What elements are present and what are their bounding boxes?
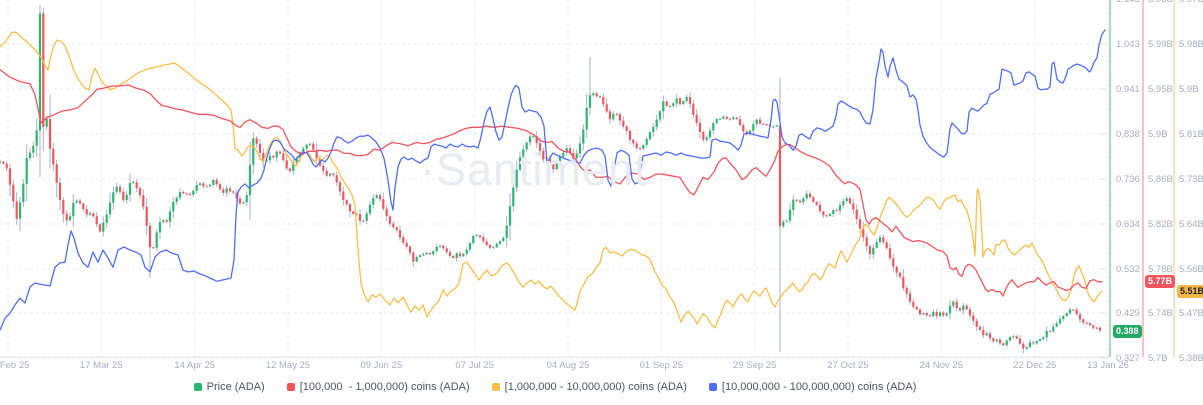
- legend-label: Price (ADA): [206, 381, 265, 393]
- red-axis-label: 5.82B: [1148, 219, 1173, 230]
- yellow-axis-label: 5.81B: [1179, 129, 1203, 140]
- legend-item-price[interactable]: Price (ADA): [193, 381, 265, 393]
- legend: Price (ADA) [100,000 - 1,000,000) coins …: [0, 381, 1110, 393]
- legend-item-10m-100m[interactable]: [10,000,000 - 100,000,000) coins (ADA): [708, 381, 917, 393]
- price-axis-label: 0.736: [1116, 174, 1140, 185]
- yellow-axis-label: 5.9B: [1179, 84, 1199, 95]
- yellow-axis-label: 6.07B: [1179, 0, 1203, 5]
- price-swatch-icon: [193, 383, 202, 391]
- legend-item-100k-1m[interactable]: [100,000 - 1,000,000) coins (ADA): [286, 381, 470, 393]
- price-axis-label: 1.145: [1116, 0, 1140, 5]
- price-axis-label: 0.634: [1116, 219, 1140, 230]
- yellow-axis-label: 5.98B: [1179, 39, 1203, 50]
- last-price-badge: 0.388: [1113, 324, 1142, 338]
- price-axis-label: 0.838: [1116, 129, 1140, 140]
- date-label: 01 Sep 25: [640, 360, 683, 371]
- red-swatch-icon: [286, 383, 295, 391]
- red-axis-label: 5.95B: [1148, 84, 1173, 95]
- supply-10m-100m-line: [0, 29, 1106, 331]
- supply-100k-1m-line: [0, 68, 1103, 297]
- red-axis-label: 5.78B: [1148, 264, 1173, 275]
- date-label: 09 Jun 25: [360, 360, 402, 371]
- price-axis-label: 0.327: [1116, 353, 1140, 364]
- santiment-watermark: ·Santiment: [420, 144, 648, 195]
- red-axis-label: 5.86B: [1148, 174, 1173, 185]
- candles-up: [0, 13, 1072, 349]
- red-axis-label: 6.03B: [1148, 0, 1173, 5]
- yellow-swatch-icon: [491, 383, 500, 391]
- blue-swatch-icon: [708, 383, 717, 391]
- red-axis-label: 5.9B: [1148, 129, 1168, 140]
- legend-label: [10,000,000 - 100,000,000) coins (ADA): [721, 381, 917, 393]
- date-label: 13 Jan 26: [1087, 360, 1129, 371]
- legend-label: [100,000 - 1,000,000) coins (ADA): [299, 381, 470, 393]
- date-label: 17 Feb 25: [0, 360, 29, 371]
- date-label: 12 May 25: [266, 360, 310, 371]
- yellow-axis-label: 5.73B: [1179, 174, 1203, 185]
- last-yellow-supply-badge: 5.51B: [1177, 284, 1203, 298]
- price-axis-label: 0.429: [1116, 308, 1140, 319]
- price-axis-label: 1.043: [1116, 39, 1140, 50]
- yellow-axis-label: 5.38B: [1179, 353, 1203, 364]
- legend-label: [1,000,000 - 10,000,000) coins (ADA): [504, 381, 687, 393]
- supply-1m-10m-line: [0, 31, 1103, 329]
- date-label: 22 Dec 25: [1013, 360, 1056, 371]
- last-red-supply-badge: 5.77B: [1145, 275, 1176, 289]
- yellow-axis-label: 5.56B: [1179, 264, 1203, 275]
- date-label: 04 Aug 25: [547, 360, 590, 371]
- red-axis-label: 5.7B: [1148, 353, 1168, 364]
- legend-item-1m-10m[interactable]: [1,000,000 - 10,000,000) coins (ADA): [491, 381, 687, 393]
- price-axis-label: 0.941: [1116, 84, 1140, 95]
- date-label: 29 Sep 25: [733, 360, 776, 371]
- red-axis-label: 5.99B: [1148, 39, 1173, 50]
- yellow-axis-label: 5.47B: [1179, 308, 1203, 319]
- date-label: 24 Nov 25: [920, 360, 963, 371]
- date-label: 14 Apr 25: [174, 360, 215, 371]
- yellow-axis-label: 5.64B: [1179, 219, 1203, 230]
- price-axis-label: 0.532: [1116, 264, 1140, 275]
- date-label: 27 Oct 25: [827, 360, 868, 371]
- date-label: 17 Mar 25: [80, 360, 123, 371]
- red-axis-label: 5.74B: [1148, 308, 1173, 319]
- date-label: 07 Jul 25: [455, 360, 494, 371]
